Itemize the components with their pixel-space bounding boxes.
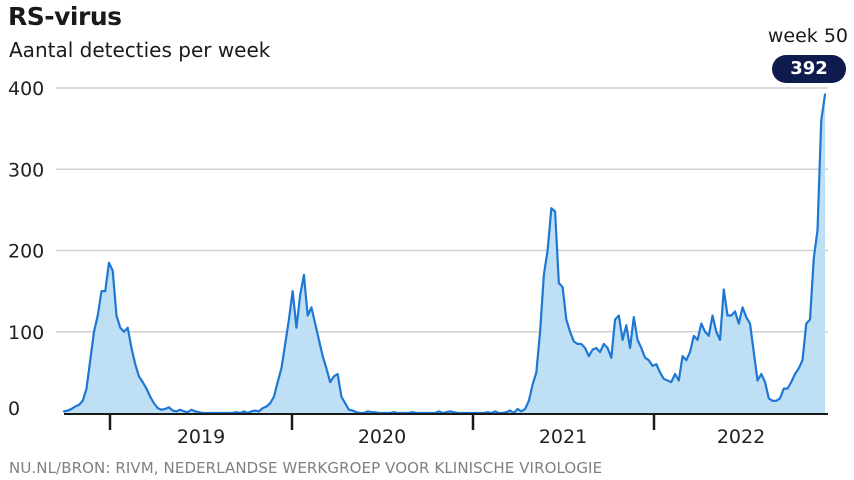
x-tick-label-2020: 2020 (358, 426, 406, 448)
series-layer (62, 93, 827, 415)
y-axis-tick-labels: 0 100 200 300 400 (8, 78, 44, 420)
chart-title: RS-virus (8, 2, 122, 31)
x-tick-label-2022: 2022 (717, 426, 765, 448)
y-tick-label-300: 300 (8, 159, 44, 181)
x-tick-label-2021: 2021 (539, 426, 587, 448)
chart-subtitle: Aantal detecties per week (9, 38, 271, 62)
x-axis: 2019 2020 2021 2022 (64, 413, 828, 448)
source-credit: NU.NL/BRON: RIVM, NEDERLANDSE WERKGROEP … (9, 459, 603, 477)
y-tick-label-100: 100 (8, 322, 44, 344)
y-tick-label-200: 200 (8, 241, 44, 263)
y-tick-label-400: 400 (8, 78, 44, 100)
series-line (62, 93, 827, 415)
gridlines (56, 87, 828, 333)
y-tick-label-0: 0 (8, 398, 20, 420)
latest-week-label: week 50 (767, 25, 848, 47)
latest-value-badge: 392 (772, 55, 846, 83)
x-tick-label-2019: 2019 (177, 426, 225, 448)
series-area (64, 94, 825, 413)
